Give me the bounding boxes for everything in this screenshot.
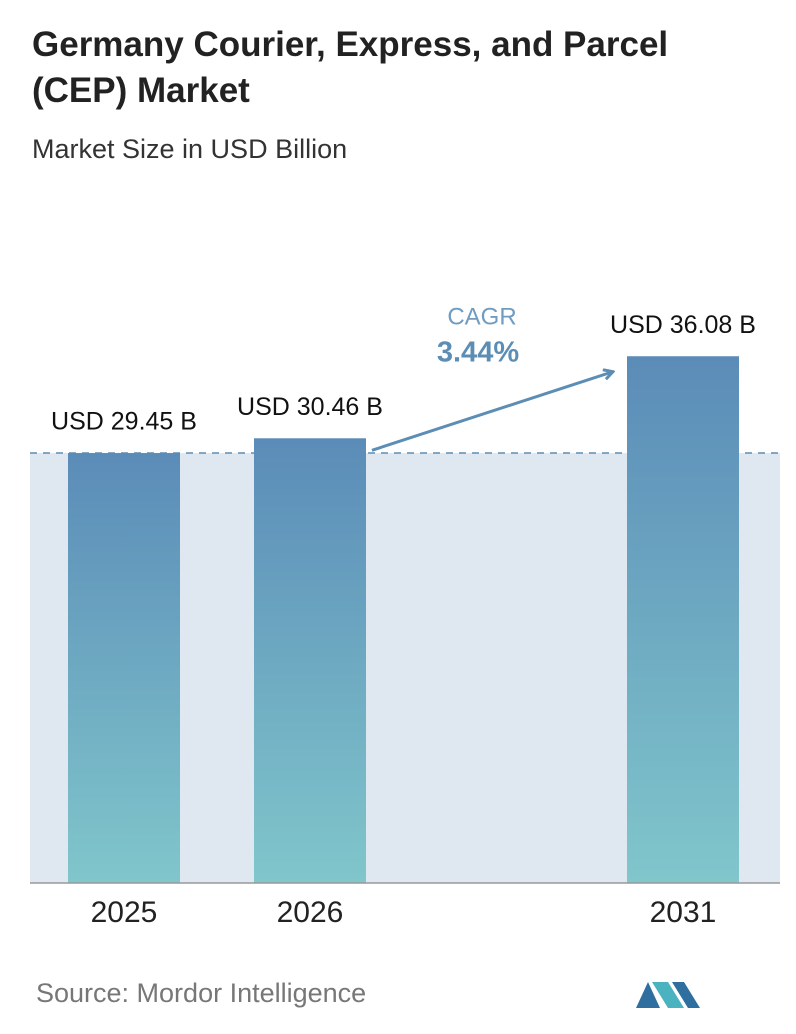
bar (254, 438, 366, 883)
source: Source: Mordor Intelligence (36, 978, 367, 1008)
bar (627, 356, 739, 883)
x-tick-label: 2025 (91, 896, 158, 929)
bar (68, 453, 180, 883)
chart-subtitle: Market Size in USD Billion (32, 134, 348, 164)
x-tick-label: 2026 (277, 896, 344, 929)
x-tick-label: 2031 (650, 896, 717, 929)
cagr-value: 3.44% (437, 337, 519, 369)
value-label: USD 29.45 B (51, 408, 197, 436)
cagr-label: CAGR (447, 303, 516, 330)
value-label: USD 36.08 B (610, 311, 756, 339)
chart-title: Germany Courier, Express, and Parcel (CE… (32, 25, 669, 110)
cagr-arrow (371, 372, 612, 452)
value-label: USD 30.46 B (237, 393, 383, 421)
logo (636, 982, 700, 1008)
